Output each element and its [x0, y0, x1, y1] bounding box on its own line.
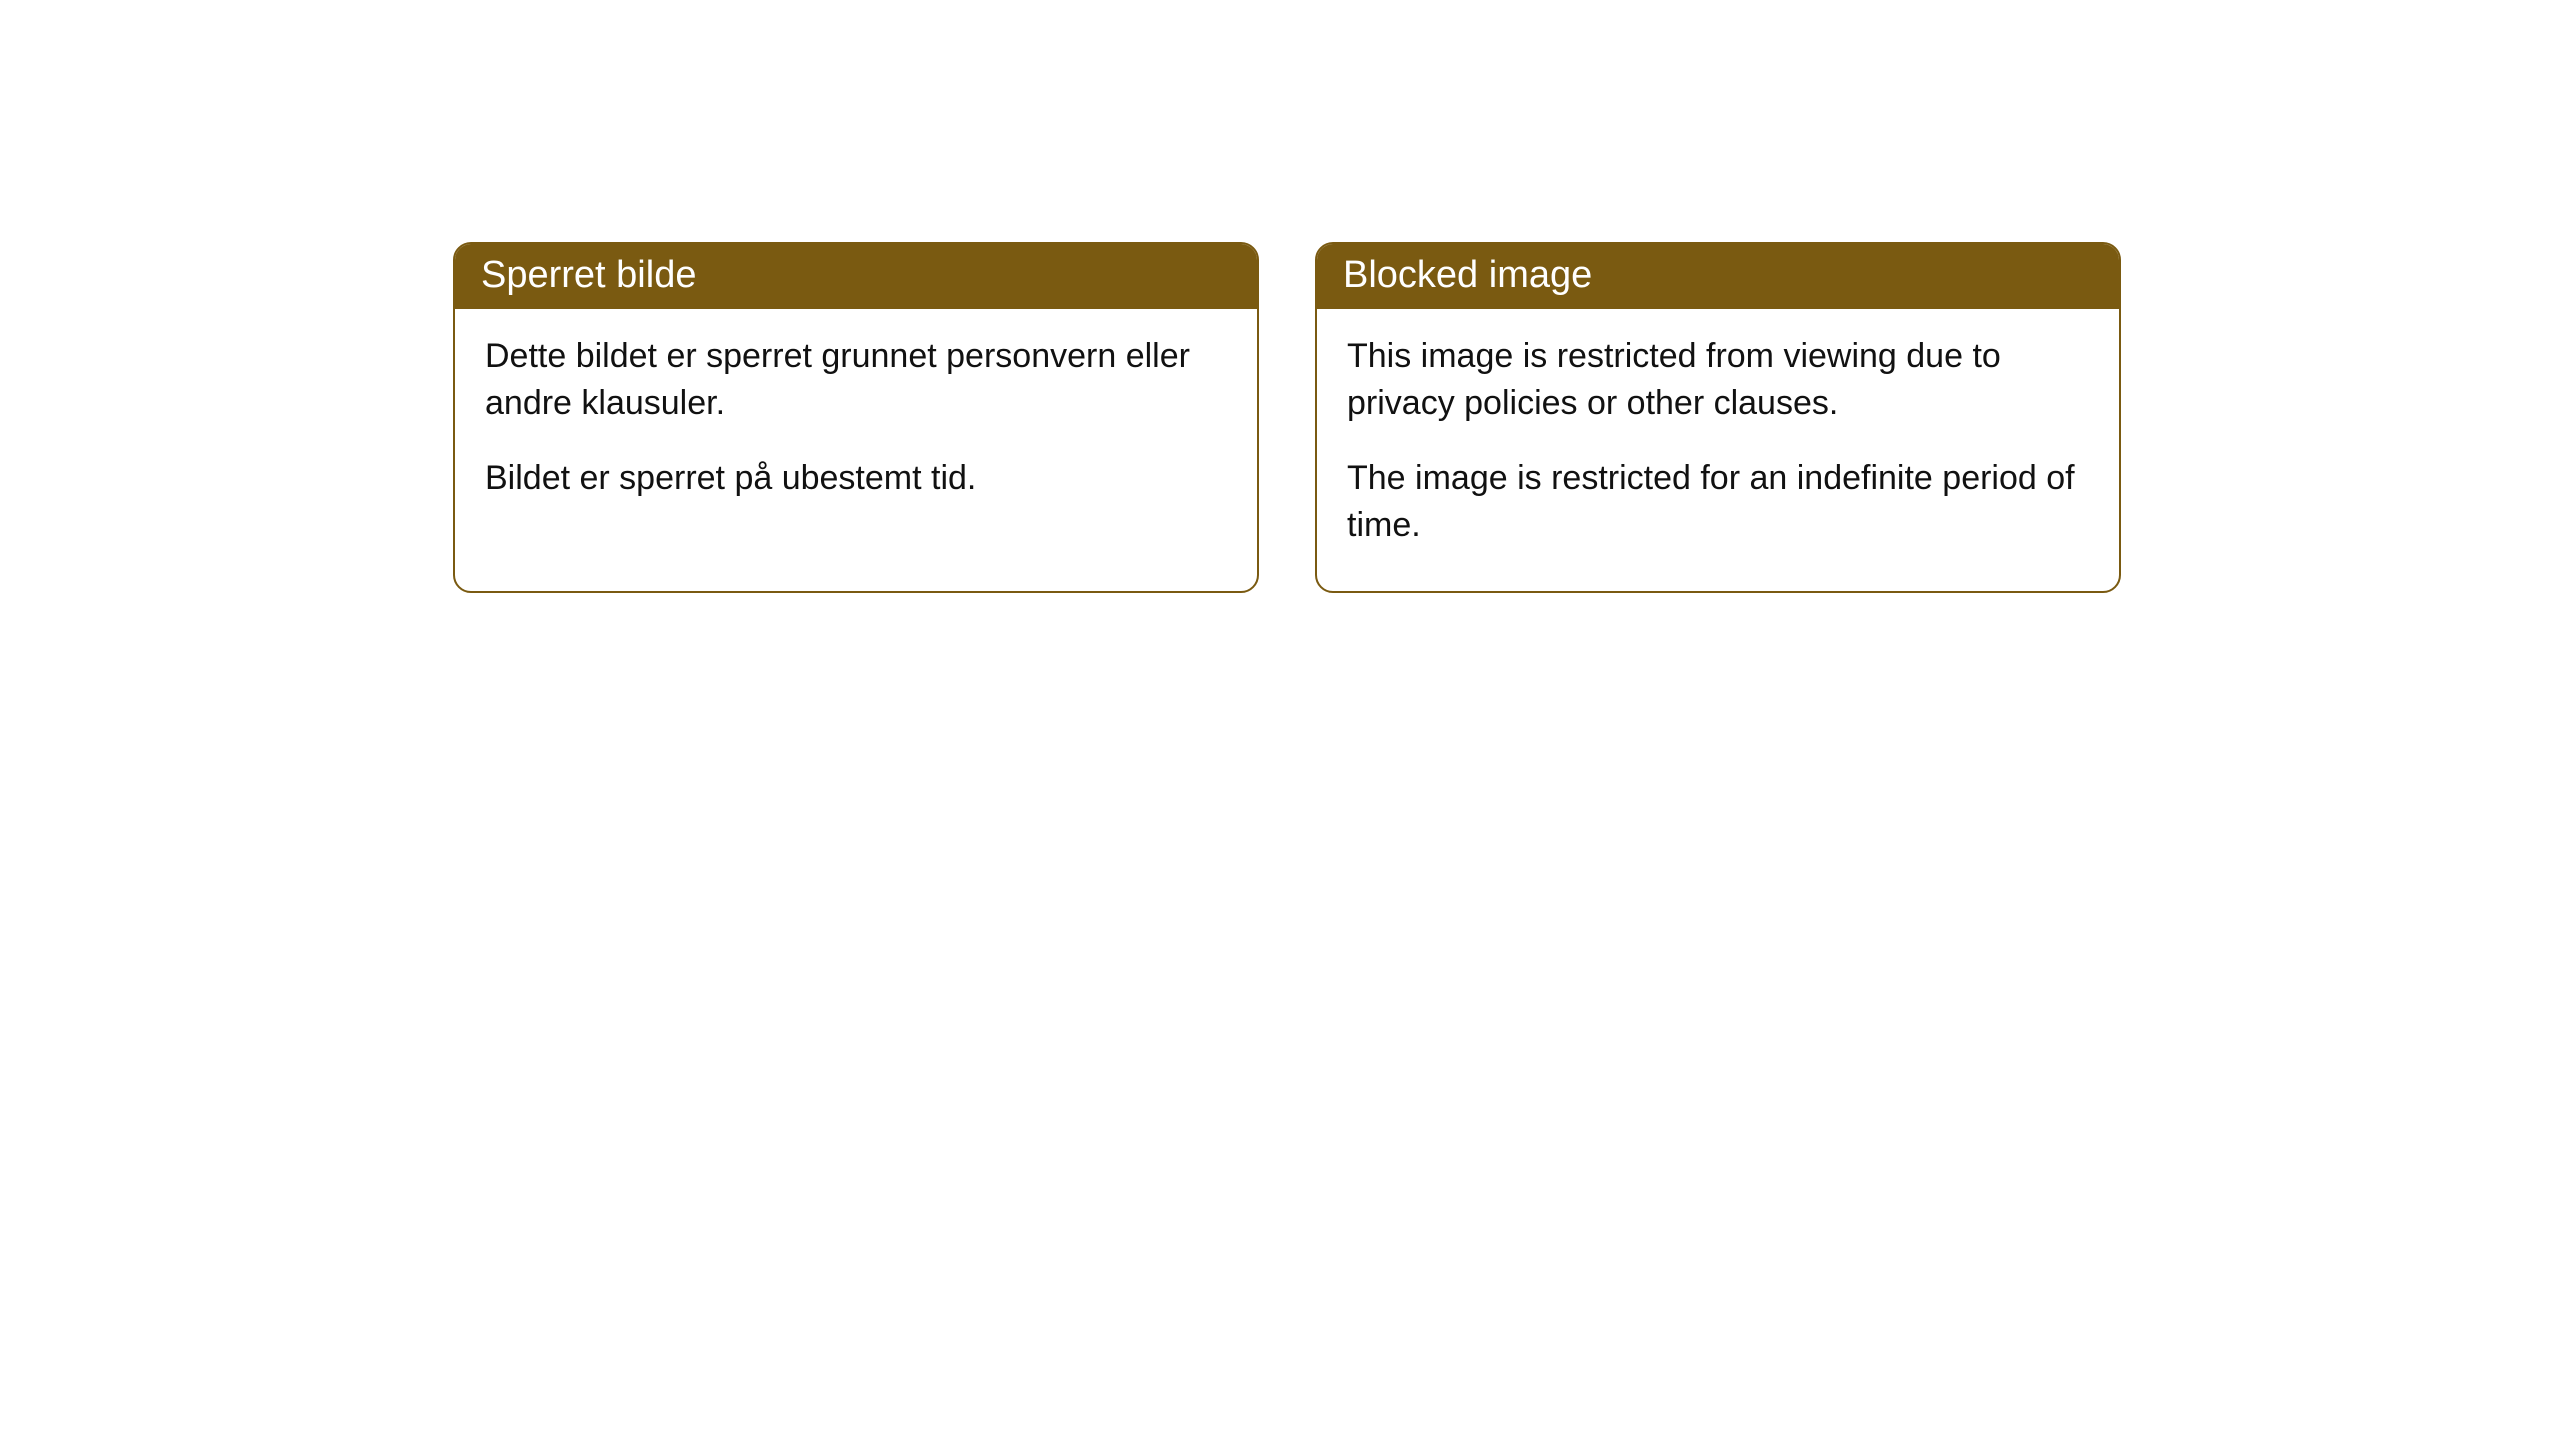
notice-card-norwegian: Sperret bilde Dette bildet er sperret gr… — [453, 242, 1259, 593]
card-paragraph: This image is restricted from viewing du… — [1347, 333, 2089, 427]
card-body: This image is restricted from viewing du… — [1317, 309, 2119, 591]
card-paragraph: Dette bildet er sperret grunnet personve… — [485, 333, 1227, 427]
card-title: Blocked image — [1343, 254, 1592, 296]
card-paragraph: The image is restricted for an indefinit… — [1347, 455, 2089, 549]
card-title: Sperret bilde — [481, 254, 696, 296]
card-header: Blocked image — [1317, 244, 2119, 309]
notice-card-english: Blocked image This image is restricted f… — [1315, 242, 2121, 593]
card-paragraph: Bildet er sperret på ubestemt tid. — [485, 455, 1227, 502]
notice-cards-container: Sperret bilde Dette bildet er sperret gr… — [0, 0, 2560, 593]
card-body: Dette bildet er sperret grunnet personve… — [455, 309, 1257, 544]
card-header: Sperret bilde — [455, 244, 1257, 309]
